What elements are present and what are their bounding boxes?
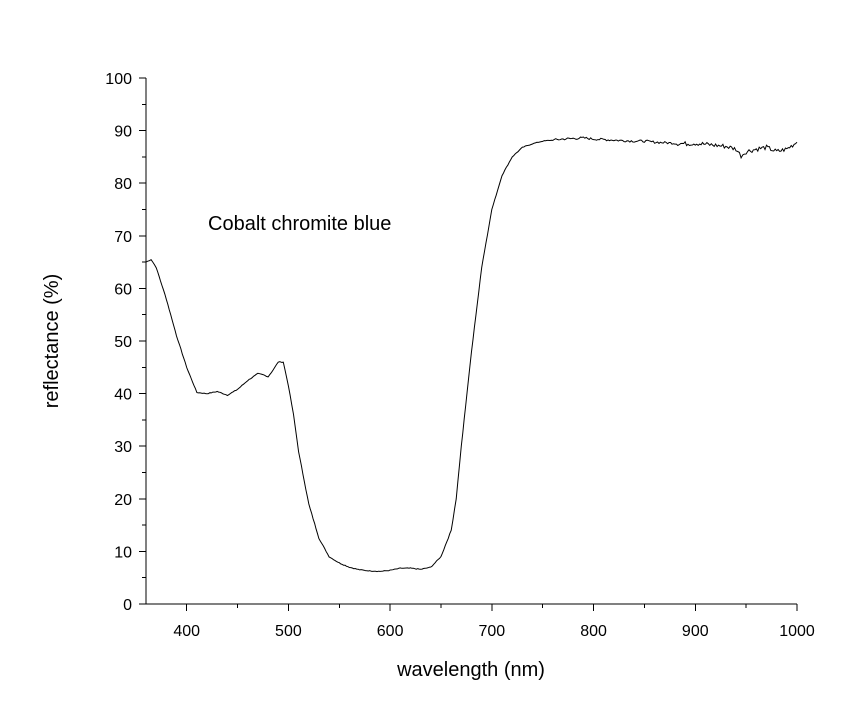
x-tick-label: 1000 (779, 623, 815, 640)
y-tick-label: 0 (123, 597, 132, 614)
y-tick-label: 30 (114, 439, 132, 456)
y-axis-ticks: 0 10 20 30 40 50 60 70 80 90 100 (105, 71, 146, 614)
x-tick-label: 800 (580, 623, 607, 640)
y-tick-label: 90 (114, 124, 132, 141)
y-axis-title: reflectance (%) (41, 274, 63, 409)
x-tick-label: 500 (275, 623, 302, 640)
x-axis-ticks: 400 500 600 700 800 900 1000 (173, 604, 815, 640)
x-tick-label: 400 (173, 623, 200, 640)
y-tick-label: 20 (114, 492, 132, 509)
y-tick-label: 10 (114, 544, 132, 561)
reflectance-series-line (145, 136, 798, 573)
y-tick-label: 40 (114, 387, 132, 404)
y-tick-label: 70 (114, 229, 132, 246)
y-tick-label: 80 (114, 176, 132, 193)
y-tick-label: 60 (114, 281, 132, 298)
sample-annotation: Cobalt chromite blue (208, 213, 391, 235)
x-tick-label: 600 (377, 623, 404, 640)
x-tick-label: 700 (478, 623, 505, 640)
y-tick-label: 100 (105, 71, 132, 88)
x-tick-label: 900 (682, 623, 709, 640)
y-tick-label: 50 (114, 334, 132, 351)
x-axis-title: wavelength (nm) (396, 659, 545, 681)
